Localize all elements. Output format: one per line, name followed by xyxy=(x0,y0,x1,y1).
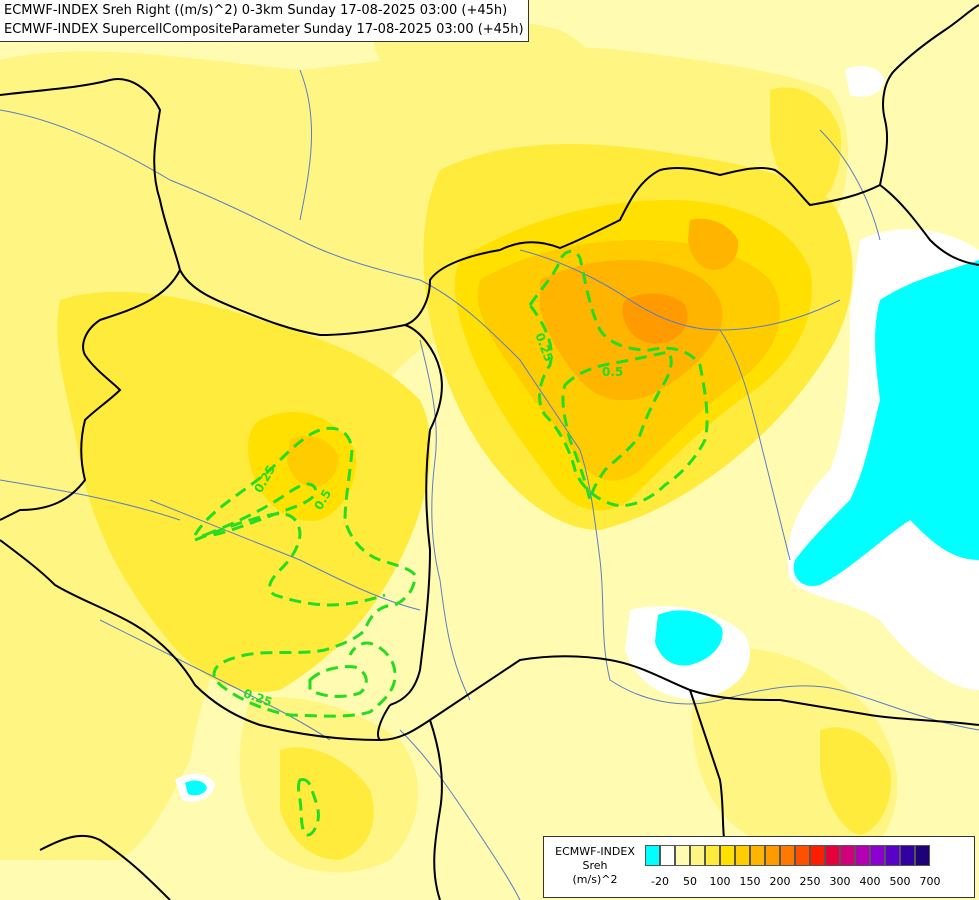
title-line-2: ECMWF-INDEX SupercellCompositeParameter … xyxy=(4,22,524,37)
legend-swatch xyxy=(720,845,735,866)
legend-tick-label: 300 xyxy=(829,875,851,888)
legend-tick-label: 150 xyxy=(739,875,761,888)
contour-scp-05-west xyxy=(200,482,318,537)
contour-label: 0.5 xyxy=(602,365,623,379)
legend-tick-label: 50 xyxy=(683,875,697,888)
legend-tick-label: 500 xyxy=(889,875,911,888)
legend-swatch xyxy=(705,845,720,866)
legend-swatch xyxy=(855,845,870,866)
map-title-box: ECMWF-INDEX Sreh Right ((m/s)^2) 0-3km S… xyxy=(0,0,529,42)
legend-tick-label: 400 xyxy=(859,875,881,888)
title-line-1: ECMWF-INDEX Sreh Right ((m/s)^2) 0-3km S… xyxy=(4,3,508,18)
legend-swatch xyxy=(885,845,900,866)
legend-title: ECMWF-INDEX Sreh (m/s)^2 xyxy=(546,845,644,887)
rivers xyxy=(0,69,979,900)
legend-line-3: (m/s)^2 xyxy=(572,873,618,886)
contour-scp-south xyxy=(297,778,320,837)
legend-swatch xyxy=(735,845,750,866)
color-legend: ECMWF-INDEX Sreh (m/s)^2 -20 50 100 150 200 2… xyxy=(543,836,975,898)
legend-tick-label: 100 xyxy=(709,875,731,888)
legend-swatch xyxy=(780,845,795,866)
legend-swatch xyxy=(840,845,855,866)
legend-tick-label: 250 xyxy=(799,875,821,888)
cyan-region-east xyxy=(793,260,979,586)
sreh-peak-field xyxy=(622,293,688,344)
legend-swatch xyxy=(870,845,885,866)
cyan-region-south xyxy=(655,610,723,666)
legend-tick-label: -20 xyxy=(651,875,669,888)
legend-swatch xyxy=(810,845,825,866)
legend-swatch xyxy=(825,845,840,866)
contour-scp-05-east xyxy=(561,350,673,501)
legend-swatch xyxy=(900,845,915,866)
legend-swatch xyxy=(675,845,690,866)
legend-tick-label: 200 xyxy=(769,875,791,888)
legend-line-2: Sreh xyxy=(582,859,608,872)
legend-line-1: ECMWF-INDEX xyxy=(555,845,635,858)
legend-swatch xyxy=(795,845,810,866)
legend-swatch xyxy=(690,845,705,866)
legend-swatch xyxy=(660,845,675,866)
legend-ticks: -20 50 100 150 200 250 300 400 500 700 xyxy=(645,875,975,889)
country-borders xyxy=(0,4,979,900)
legend-swatch xyxy=(750,845,765,866)
legend-swatch xyxy=(645,845,660,866)
sreh-low-field xyxy=(175,65,979,802)
contour-scp-025-east xyxy=(528,250,709,508)
legend-swatch xyxy=(765,845,780,866)
legend-swatch xyxy=(915,845,930,866)
legend-tick-label: 700 xyxy=(919,875,941,888)
scp-contours xyxy=(193,250,709,837)
legend-swatches xyxy=(645,845,930,866)
